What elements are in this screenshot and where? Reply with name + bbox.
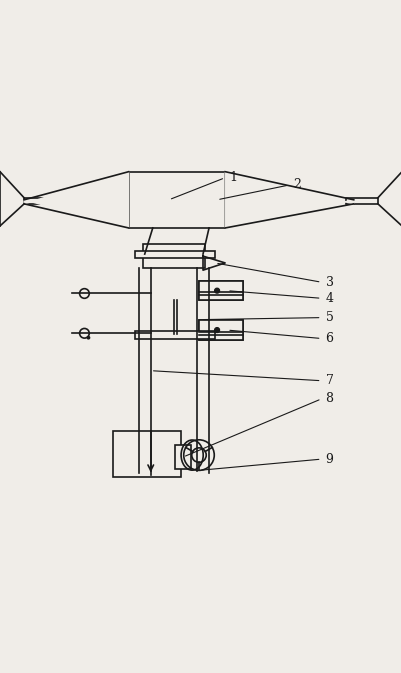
- Bar: [174, 445, 190, 469]
- Text: 5: 5: [325, 311, 333, 324]
- Circle shape: [214, 288, 219, 293]
- Text: 4: 4: [325, 292, 333, 305]
- Bar: [24, 198, 56, 204]
- Bar: [134, 331, 215, 339]
- Polygon shape: [24, 172, 128, 228]
- Bar: [112, 431, 180, 477]
- Bar: [198, 320, 243, 340]
- Text: 8: 8: [325, 392, 333, 405]
- Bar: [198, 320, 243, 340]
- Text: 7: 7: [325, 374, 333, 387]
- Circle shape: [214, 328, 219, 332]
- Text: 6: 6: [325, 332, 333, 345]
- Bar: [345, 198, 377, 204]
- Text: 2: 2: [293, 178, 301, 191]
- Polygon shape: [225, 172, 353, 228]
- Circle shape: [87, 336, 89, 339]
- Text: 1: 1: [229, 171, 237, 184]
- Bar: [134, 251, 215, 258]
- Text: 9: 9: [325, 453, 333, 466]
- Bar: [198, 281, 243, 300]
- Bar: [198, 281, 243, 300]
- Bar: [128, 172, 225, 228]
- Text: 3: 3: [325, 276, 333, 289]
- Bar: [142, 244, 205, 268]
